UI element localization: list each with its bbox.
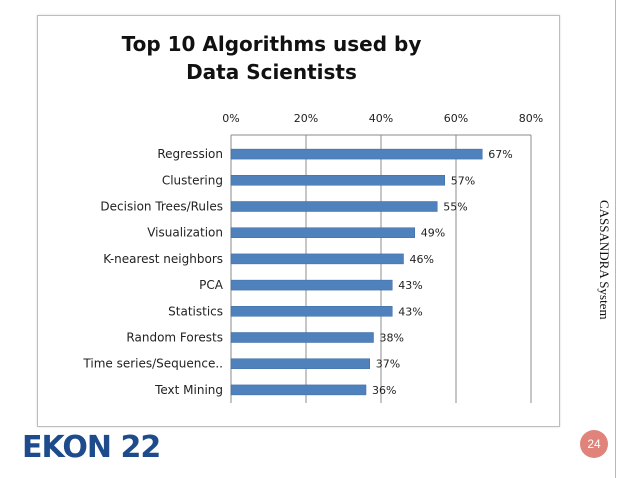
category-label: Regression <box>157 147 223 161</box>
chart-title: Top 10 Algorithms used by Data Scientist… <box>11 30 532 86</box>
category-label: Decision Trees/Rules <box>100 200 223 214</box>
category-label: PCA <box>199 278 224 292</box>
bar <box>230 148 483 160</box>
value-label: 55% <box>443 201 467 214</box>
page-number-badge: 24 <box>580 430 608 458</box>
value-label: 46% <box>410 253 434 266</box>
category-label: Random Forests <box>126 331 223 345</box>
value-label: 37% <box>376 358 400 371</box>
value-label: 49% <box>421 227 445 240</box>
side-label: CASSANDRA System <box>597 200 612 320</box>
bar <box>230 384 367 396</box>
value-label: 57% <box>451 174 475 187</box>
category-label: Clustering <box>162 173 223 187</box>
value-label: 43% <box>398 279 422 292</box>
brand-logo: EKON 22 <box>22 430 161 465</box>
bar <box>230 279 393 291</box>
x-tick-label: 40% <box>369 112 393 125</box>
bar <box>230 306 393 317</box>
category-label: Visualization <box>147 226 223 240</box>
bar <box>230 175 445 186</box>
bar <box>230 358 370 369</box>
category-label: Statistics <box>168 304 223 318</box>
x-tick-label: 80% <box>519 112 543 125</box>
category-label: Text Mining <box>154 383 223 397</box>
x-tick-label: 60% <box>444 112 468 125</box>
chart-title-line-2: Data Scientists <box>186 60 357 84</box>
bar <box>230 227 415 238</box>
bar <box>230 201 438 212</box>
value-label: 38% <box>380 332 404 345</box>
x-tick-label: 20% <box>294 112 318 125</box>
value-label: 43% <box>398 305 422 318</box>
side-rule <box>615 0 616 478</box>
category-label: Time series/Sequence.. <box>82 357 223 371</box>
bar <box>230 332 374 343</box>
category-label: K-nearest neighbors <box>103 252 223 266</box>
chart-frame <box>37 15 560 427</box>
bar <box>230 253 404 265</box>
value-label: 36% <box>372 384 396 397</box>
x-tick-label: 0% <box>222 112 239 125</box>
value-label: 67% <box>488 148 512 161</box>
chart-title-line-1: Top 10 Algorithms used by <box>121 32 422 56</box>
